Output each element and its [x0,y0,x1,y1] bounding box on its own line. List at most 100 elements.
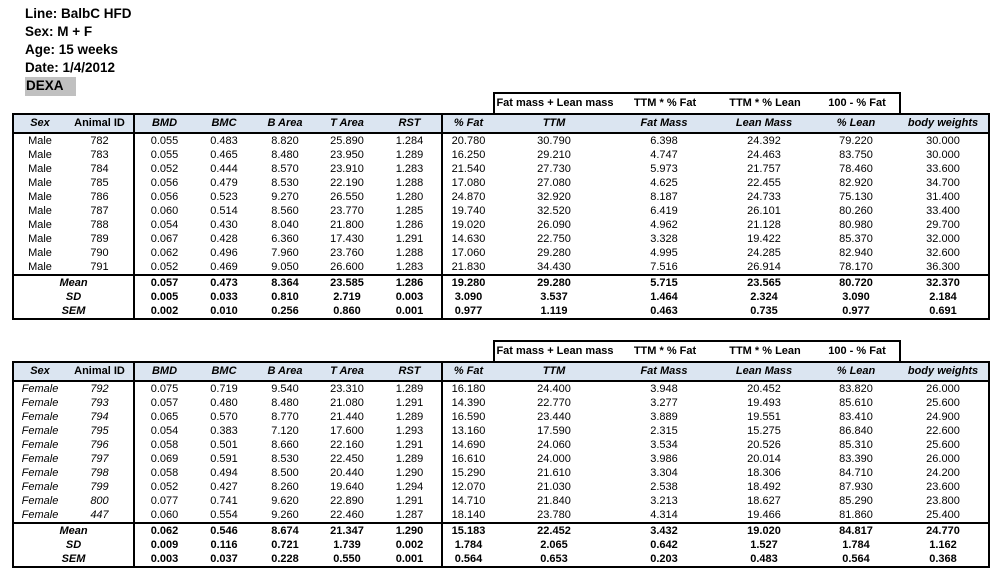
cell-stat-value: 15.183 [442,522,494,538]
cell-animal-id: 792 [66,381,135,396]
cell-value: 8.480 [271,149,299,161]
cell-value: 87.930 [839,481,873,493]
col-header-body-weights: body weights [898,361,989,382]
cell-value: 9.620 [271,495,299,507]
cell-value: 9.270 [271,191,299,203]
cell-value: 22.460 [330,509,364,521]
cell-value: 0.430 [210,219,238,231]
cell-value: 80.260 [839,205,873,217]
cell-value: 1.285 [378,204,443,218]
formula-label-lean-mass: TTM * % Lean [729,345,801,357]
cell-value: 17.430 [330,233,364,245]
cell-value: 24.733 [747,191,781,203]
cell-animal-id: 783 [66,148,135,162]
cell-stat-value: 0.642 [650,539,678,551]
cell-value: 20.780 [451,135,486,147]
cell-value: 24.870 [451,191,486,203]
cell-value: 30.000 [926,149,960,161]
cell-value: 85.610 [839,397,873,409]
cell-value: 16.590 [451,411,486,423]
col-header-sex: Sex [13,361,66,382]
cell-value: 0.077 [150,495,179,507]
cell-value: 21.610 [537,467,571,479]
formula-label-lean-mass: TTM * % Lean [729,97,801,109]
cell-value: 27.730 [537,163,571,175]
animal-row: Male 783 0.055 0.465 8.480 23.950 1.289 16.250 2… [13,148,989,162]
cell-stat-value: 19.280 [442,274,494,290]
col-header-ttm: TTM [494,113,614,134]
cell-stat-value: 0.977 [454,305,483,317]
cell-value: 0.056 [150,191,179,203]
cell-value: 34.700 [926,177,960,189]
cell-value: 13.160 [451,425,486,437]
cell-value: 80.980 [839,219,873,231]
animal-row: Male 787 0.060 0.514 8.560 23.770 1.285 19.740 3… [13,204,989,218]
cell-value: 78.460 [839,163,873,175]
cell-value: 0.480 [210,397,238,409]
cell-value: 3.328 [650,233,678,245]
stats-label: Mean [13,522,135,538]
cell-stat-value: 0.653 [540,553,568,565]
cell-value: 14.390 [451,397,486,409]
cell-value: 21.540 [451,163,486,175]
cell-value: 0.465 [210,149,238,161]
cell-value: 20.452 [747,383,781,395]
meta-line: Line: BalbC HFD [25,6,132,21]
cell-sex: Male [28,191,52,203]
cell-stat-value: 1.290 [378,522,443,538]
cell-sex: Male [28,219,52,231]
cell-stat-value: 0.473 [194,274,254,290]
cell-stat-value: 80.720 [814,274,898,290]
cell-stat-value: 0.735 [750,305,778,317]
cell-value: 1.289 [378,452,443,466]
cell-value: 34.430 [537,261,571,273]
cell-value: 19.493 [747,397,781,409]
cell-value: 1.289 [378,381,443,396]
cell-value: 16.250 [451,149,486,161]
cell-stat-value: 1.119 [540,305,568,317]
cell-value: 3.534 [650,439,678,451]
cell-value: 0.056 [150,177,179,189]
cell-animal-id: 447 [66,508,135,523]
cell-stat-value: 0.550 [333,553,361,565]
cell-value: 3.213 [650,495,678,507]
cell-sex: Female [21,411,59,423]
cell-value: 18.492 [747,481,781,493]
cell-value: 0.065 [150,411,179,423]
formula-label-fat-mass: TTM * % Fat [633,97,697,109]
col-header-pct-lean: % Lean [814,113,898,134]
cell-value: 0.054 [150,425,179,437]
cell-value: 8.530 [271,177,299,189]
cell-value: 0.058 [150,467,179,479]
cell-value: 32.000 [926,233,960,245]
cell-sex: Male [28,163,52,175]
header-row: Sex Animal ID BMD BMC B Area T Area RST … [13,361,989,382]
cell-sex: Female [21,481,59,493]
cell-value: 24.200 [926,467,960,479]
cell-stat-value: 3.432 [614,522,714,538]
cell-value: 1.290 [378,466,443,480]
cell-value: 26.914 [747,261,781,273]
cell-stat-value: 0.057 [134,274,194,290]
cell-value: 21.030 [537,481,571,493]
cell-value: 7.516 [650,261,678,273]
animal-row: Female 797 0.069 0.591 8.530 22.450 1.289 16.61… [13,452,989,466]
cell-animal-id: 786 [66,190,135,204]
col-header-fat-mass: Fat Mass [614,113,714,134]
meta-date: Date: 1/4/2012 [25,60,116,75]
header-row: Sex Animal ID BMD BMC B Area T Area RST … [13,113,989,134]
cell-value: 1.289 [378,148,443,162]
cell-value: 1.283 [378,162,443,176]
cell-value: 3.277 [650,397,678,409]
cell-value: 82.940 [839,247,873,259]
cell-stat-value: 8.364 [254,274,316,290]
cell-value: 33.600 [926,163,960,175]
cell-value: 21.840 [537,495,571,507]
col-header-bmc: BMC [194,361,254,382]
cell-value: 85.290 [839,495,873,507]
cell-stat-value: 2.719 [333,291,361,303]
cell-animal-id: 796 [66,438,135,452]
cell-sex: Female [21,495,59,507]
stats-row: SD 0.009 0.116 0.721 1.739 0.002 1.784 2.065 0.6… [13,538,989,552]
cell-value: 8.770 [271,411,299,423]
